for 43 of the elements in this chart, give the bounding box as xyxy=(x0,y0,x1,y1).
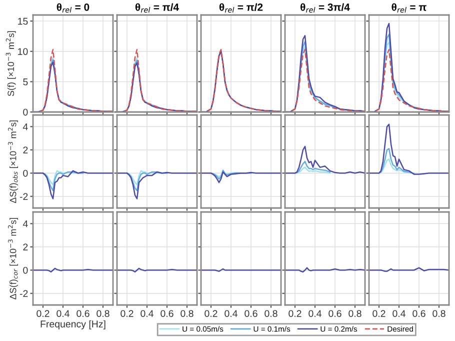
x-tick-label: 0.2 xyxy=(288,310,302,317)
y-tick-label: -2 xyxy=(20,193,28,200)
line-series xyxy=(33,170,113,200)
chart-title: θ$_{rel}$ = π/4 xyxy=(135,3,179,13)
x-tick-label: 0.6 xyxy=(244,310,258,317)
x-tick-label: 0.8 xyxy=(264,310,278,317)
chart-title: θ$_{rel}$ = 3π/4 xyxy=(300,3,350,13)
y-tick-label: 5 xyxy=(23,78,28,86)
x-tick-label: 0.2 xyxy=(372,310,386,317)
y-tick-label: 0 xyxy=(23,108,28,116)
x-tick-label: 0.4 xyxy=(224,310,238,317)
y-axis-title: S(f) [×10$^{−3}$ m$^{2}$s] xyxy=(6,31,16,96)
y-tick-label: 0 xyxy=(23,266,28,274)
x-axis-title: Frequency [Hz] xyxy=(40,320,106,330)
x-tick-label: 0.6 xyxy=(160,310,174,317)
line-series xyxy=(42,171,84,192)
x-tick-label: 0.2 xyxy=(36,310,50,317)
x-tick-label: 0.8 xyxy=(96,310,110,317)
y-tick-label: 10 xyxy=(18,48,28,55)
x-tick-label: 0.8 xyxy=(432,310,446,317)
chart-title: θ$_{rel}$ = 0 xyxy=(56,3,90,13)
x-tick-label: 0.8 xyxy=(348,310,362,317)
y-tick-label: -2 xyxy=(20,290,28,297)
chart-title: θ$_{rel}$ = π xyxy=(392,3,426,13)
y-axis-title: ΔS(f)$_{obs}$ [×10$^{−3}$ m$^{2}$s] xyxy=(8,120,18,203)
x-tick-label: 0.6 xyxy=(412,310,426,317)
x-tick-label: 0.8 xyxy=(180,310,194,317)
x-tick-label: 0.4 xyxy=(56,310,70,317)
y-tick-label: 15 xyxy=(18,18,28,25)
y-axis-title: ΔS(f)$_{cor}$ [×10$^{−3}$ m$^{2}$s] xyxy=(8,218,18,300)
x-tick-label: 0.4 xyxy=(392,310,406,317)
x-tick-label: 0.2 xyxy=(120,310,134,317)
x-tick-label: 0.2 xyxy=(204,310,218,317)
chart-title: θ$_{rel}$ = π/2 xyxy=(219,3,263,13)
x-tick-label: 0.6 xyxy=(76,310,90,317)
y-tick-label: 2 xyxy=(23,146,28,154)
y-tick-label: 4 xyxy=(22,220,28,228)
y-tick-label: 2 xyxy=(23,244,28,250)
y-tick-label: 0 xyxy=(23,170,28,177)
x-tick-label: 0.6 xyxy=(328,310,342,317)
y-tick-label: 4 xyxy=(22,123,28,130)
x-tick-label: 0.4 xyxy=(308,310,322,317)
x-tick-label: 0.4 xyxy=(140,310,154,317)
